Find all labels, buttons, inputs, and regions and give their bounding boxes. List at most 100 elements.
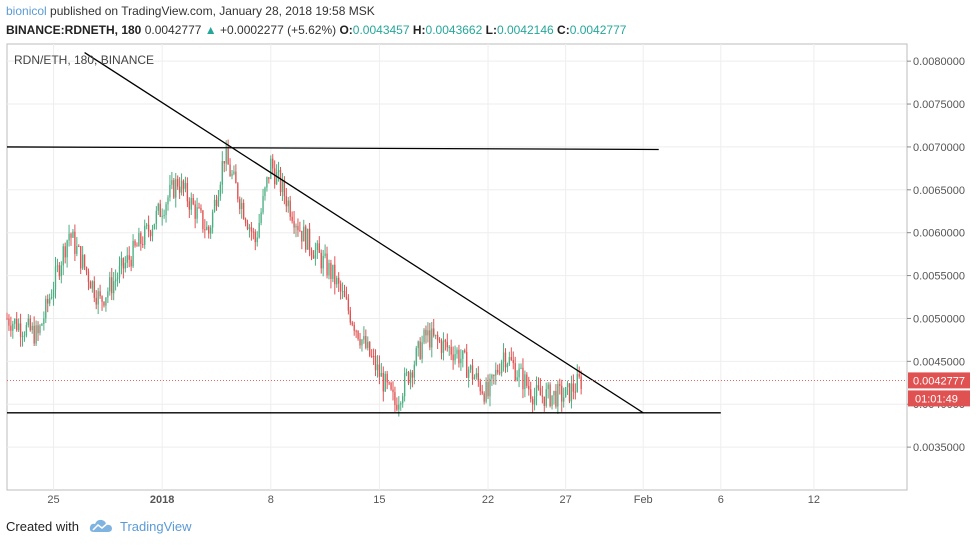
- candle-body: [405, 372, 408, 374]
- author-link[interactable]: bionicol: [6, 4, 47, 18]
- candle-body: [407, 372, 410, 384]
- candle-body: [506, 364, 509, 368]
- candle-body: [17, 323, 20, 331]
- candle-body: [155, 210, 158, 224]
- candle-body: [417, 341, 419, 349]
- candle-body: [454, 354, 456, 361]
- candle-body: [349, 310, 351, 323]
- candle-body: [487, 381, 489, 397]
- candle-body: [456, 349, 458, 355]
- candle-body: [140, 233, 142, 244]
- candle-body: [433, 328, 435, 336]
- candle-body: [66, 240, 68, 258]
- candle-body: [469, 365, 472, 370]
- candle-body: [295, 225, 297, 228]
- y-tick-label: 0.0065000: [913, 185, 965, 197]
- candle-body: [35, 325, 37, 344]
- x-tick-label: Feb: [634, 494, 653, 506]
- candle-body: [215, 199, 218, 207]
- candle-body: [477, 373, 480, 382]
- candle-body: [273, 168, 276, 185]
- candle-body: [566, 383, 569, 388]
- candle-body: [103, 301, 105, 306]
- tradingview-cloud-icon: [89, 519, 113, 536]
- candle-body: [306, 228, 309, 250]
- time-axis[interactable]: 25 2018 8 15 22 27 Feb 6 12: [47, 494, 820, 506]
- candle-body: [458, 349, 460, 364]
- candle-body: [97, 291, 99, 305]
- candle-body: [516, 377, 518, 381]
- candle-body: [23, 335, 26, 337]
- candle-body: [343, 291, 346, 297]
- candle-body: [442, 340, 445, 353]
- close-value: 0.0042777: [569, 23, 627, 37]
- candle-body: [576, 374, 578, 392]
- candle-body: [47, 298, 49, 304]
- open-label: O:: [339, 23, 353, 37]
- candle-body: [485, 381, 487, 402]
- candle-body: [244, 218, 247, 224]
- candle-body: [105, 297, 107, 306]
- candle-body: [76, 245, 78, 254]
- candle-body: [452, 354, 454, 361]
- candle-body: [209, 227, 212, 234]
- candle-body: [43, 318, 45, 324]
- chart-legend: RDN/ETH, 180, BINANCE: [14, 53, 154, 67]
- candle-body: [163, 215, 165, 217]
- candle-body: [194, 204, 196, 219]
- candle-body: [572, 383, 575, 392]
- candle-body: [196, 207, 198, 219]
- candle-body: [134, 240, 136, 246]
- high-label: H:: [412, 23, 426, 37]
- candle-body: [479, 381, 481, 392]
- candle-body: [31, 325, 33, 331]
- candle-body: [25, 325, 28, 336]
- last-price-marker: 0.0042777 01:01:49: [7, 372, 970, 407]
- tradingview-link[interactable]: TradingView: [120, 519, 192, 534]
- candle-body: [415, 348, 417, 365]
- candle-body: [324, 253, 326, 256]
- candle-body: [332, 264, 334, 279]
- candle-body: [266, 177, 268, 188]
- candle-body: [270, 158, 272, 179]
- candle-body: [180, 180, 183, 193]
- candles: [6, 139, 582, 417]
- candle-body: [545, 389, 547, 406]
- candle-body: [326, 253, 328, 276]
- candle-body: [568, 383, 571, 402]
- candle-body: [50, 296, 53, 299]
- candle-body: [518, 368, 520, 378]
- candle-body: [95, 297, 97, 305]
- price-change: +0.0002277 (+5.62%): [220, 23, 337, 37]
- candle-body: [27, 318, 30, 326]
- candle-body: [522, 367, 524, 390]
- candle-body: [339, 283, 342, 292]
- candle-body: [128, 255, 130, 260]
- candle-body: [403, 373, 406, 397]
- candle-body: [497, 369, 499, 373]
- candle-body: [419, 341, 421, 359]
- candle-body: [70, 233, 72, 238]
- plot-area[interactable]: [6, 43, 908, 491]
- candle-body: [559, 384, 561, 386]
- candle-body: [291, 216, 293, 222]
- candle-body: [303, 226, 305, 242]
- candle-body: [126, 255, 128, 263]
- candle-body: [322, 255, 324, 269]
- candle-body: [338, 277, 340, 284]
- candle-body: [580, 376, 582, 389]
- candle-body: [369, 341, 371, 356]
- candle-body: [80, 246, 82, 269]
- candle-body: [514, 363, 516, 381]
- candle-body: [235, 171, 237, 184]
- candle-body: [367, 341, 369, 348]
- candle-body: [277, 170, 280, 173]
- candle-body: [186, 183, 189, 202]
- candle-body: [473, 377, 476, 380]
- y-tick-label: 0.0045000: [913, 356, 965, 368]
- candle-body: [52, 289, 55, 297]
- candle-body: [491, 374, 493, 379]
- candle-body: [528, 385, 530, 390]
- published-text: published on TradingView.com, January 28…: [50, 4, 375, 18]
